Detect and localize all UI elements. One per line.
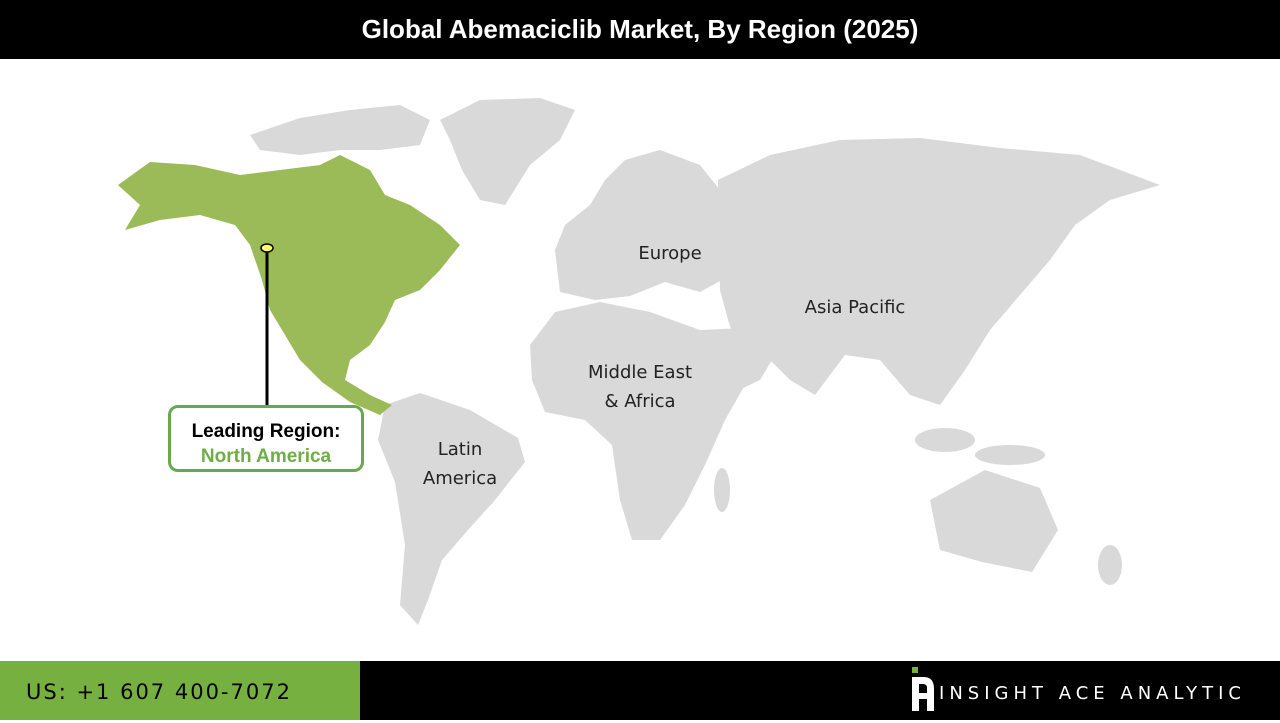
location-marker-icon — [260, 243, 274, 253]
brand-logo-icon — [912, 667, 934, 711]
arctic-islands — [250, 105, 430, 155]
callout-region: North America — [200, 446, 332, 467]
label-latam-2: America — [422, 468, 498, 489]
europe — [555, 150, 722, 300]
page-title: Global Abemaciclib Market, By Region (20… — [0, 0, 1280, 59]
label-mea-1: Middle East — [587, 362, 693, 383]
world-map: Europe Asia Pacific Middle East & Africa… — [0, 59, 1280, 661]
south-america — [378, 393, 525, 625]
island — [975, 445, 1045, 465]
new-zealand — [1098, 545, 1122, 585]
greenland — [440, 98, 575, 205]
brand-name: INSIGHT ACE ANALYTIC — [939, 683, 1246, 704]
label-mea-2: & Africa — [604, 391, 676, 412]
footer-brand-bar: INSIGHT ACE ANALYTIC — [360, 661, 1280, 720]
island — [915, 428, 975, 452]
phone-number: US: +1 607 400-7072 — [0, 661, 360, 720]
label-asia-pacific: Asia Pacific — [804, 297, 906, 318]
madagascar — [714, 468, 730, 512]
callout-label: Leading Region: — [191, 421, 341, 442]
asia — [718, 138, 1160, 405]
island — [745, 163, 805, 187]
australia — [930, 470, 1058, 572]
label-latam-1: Latin — [437, 439, 483, 460]
north-america — [118, 155, 460, 415]
label-europe: Europe — [638, 243, 702, 264]
africa — [530, 302, 745, 540]
leading-region-callout: Leading Region: North America — [168, 405, 364, 472]
